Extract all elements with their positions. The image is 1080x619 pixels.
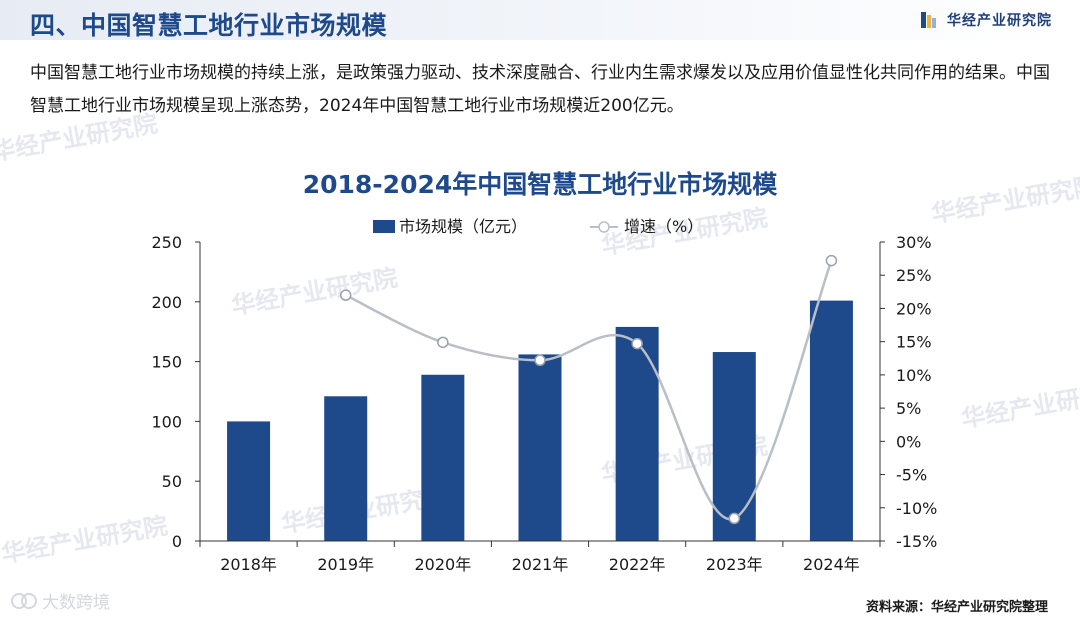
legend-swatch-marker — [598, 221, 610, 233]
bar-series — [227, 300, 853, 541]
growth-point — [825, 254, 838, 267]
section-title: 四、中国智慧工地行业市场规模 — [30, 11, 388, 40]
intro-paragraph: 中国智慧工地行业市场规模的持续上涨，是政策强力驱动、技术深度融合、行业内生需求爆… — [30, 63, 1050, 116]
x-tick-label: 2018年 — [220, 555, 277, 574]
intro-text: 中国智慧工地行业市场规模的持续上涨，是政策强力驱动、技术深度融合、行业内生需求爆… — [30, 57, 1055, 123]
x-tick-label: 2020年 — [414, 555, 471, 574]
brand-logo-icon — [921, 12, 936, 28]
right-tick-label: -10% — [896, 499, 937, 518]
left-tick-label: 0 — [172, 532, 182, 551]
brand-name: 华经产业研究院 — [947, 13, 1052, 29]
left-tick-label: 200 — [151, 293, 182, 312]
growth-point — [728, 512, 741, 525]
x-tick-label: 2023年 — [706, 555, 763, 574]
growth-line — [345, 260, 833, 521]
x-tick-label: 2019年 — [317, 555, 374, 574]
right-tick-label: 20% — [896, 299, 932, 318]
right-tick-label: 25% — [896, 266, 932, 285]
growth-point — [631, 337, 643, 350]
bar — [712, 352, 756, 541]
left-tick-label: 50 — [162, 472, 182, 491]
left-tick-label: 250 — [151, 233, 182, 252]
bar — [615, 326, 659, 541]
right-tick-label: 15% — [896, 333, 932, 352]
growth-point — [437, 336, 449, 349]
right-tick-label: 5% — [896, 399, 921, 418]
header-band — [0, 0, 1055, 40]
bar — [421, 374, 465, 541]
right-tick-label: 10% — [896, 366, 932, 385]
chart-axes: 0 50 100 150 200 250 -15% -10% -5% 0% 5% 10% 15% 20% 2… — [151, 233, 937, 574]
bar — [809, 300, 853, 541]
right-tick-label: -15% — [896, 532, 937, 551]
left-tick-label: 150 — [151, 353, 182, 372]
legend-label-bar: 市场规模（亿元） — [399, 217, 527, 236]
platform-logo-icon — [11, 592, 37, 609]
x-tick-label: 2021年 — [512, 555, 569, 574]
bar — [324, 396, 368, 541]
legend-swatch-bar — [373, 220, 395, 233]
left-tick-label: 100 — [151, 412, 182, 431]
right-tick-label: 0% — [896, 432, 921, 451]
bar — [518, 354, 562, 541]
platform-logo: 大数跨境 — [10, 588, 110, 613]
x-tick-label: 2022年 — [609, 555, 666, 574]
line-series — [339, 254, 838, 525]
source-note: 资料来源：华经产业研究院整理 — [865, 600, 1048, 615]
legend-label-line: 增速（%） — [624, 217, 703, 236]
growth-point — [339, 289, 352, 301]
brand: 华经产业研究院 — [919, 10, 1052, 30]
bar — [227, 421, 271, 541]
chart-legend: 市场规模（亿元） 增速（%） — [373, 217, 703, 236]
right-tick-label: 30% — [896, 233, 932, 252]
platform-name: 大数跨境 — [42, 593, 110, 613]
x-tick-label: 2024年 — [803, 555, 860, 574]
right-tick-label: -5% — [896, 466, 927, 485]
growth-point — [534, 354, 546, 367]
chart-title: 2018-2024年中国智慧工地行业市场规模 — [303, 170, 779, 199]
